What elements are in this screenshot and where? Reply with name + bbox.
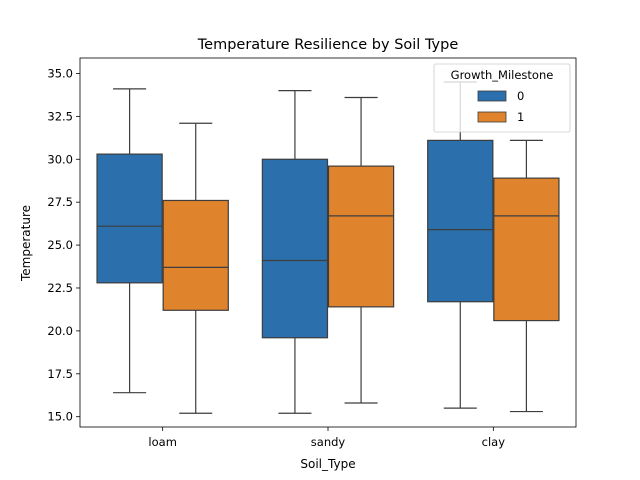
y-axis: 15.0 17.5 20.0 22.5 25.0 27.5 30.0 32.5 35.0 — [47, 66, 80, 424]
y-tick-label: 32.5 — [47, 109, 73, 123]
y-tick-label: 27.5 — [47, 195, 73, 209]
box-series-0-clay — [427, 81, 494, 409]
box-series-0-sandy — [261, 90, 329, 414]
box-iqr — [96, 153, 163, 284]
y-tick-label: 35.0 — [47, 66, 73, 80]
y-tick-label: 25.0 — [47, 238, 73, 252]
x-tick-label: sandy — [311, 435, 346, 449]
box-series-1-loam — [162, 122, 229, 414]
y-tick-label: 17.5 — [47, 367, 73, 381]
x-axis-label: Soil_Type — [300, 457, 355, 471]
box-iqr — [327, 165, 395, 308]
box-iqr — [162, 199, 229, 311]
box-series-1-clay — [493, 139, 560, 413]
legend-title: Growth_Milestone — [451, 68, 554, 82]
legend: Growth_Milestone 0 1 — [433, 63, 571, 133]
y-tick-label: 20.0 — [47, 324, 73, 338]
legend-label-1: 1 — [517, 110, 524, 124]
y-axis-label: Temperature — [19, 205, 33, 282]
box-iqr — [427, 139, 494, 303]
legend-swatch-0 — [477, 90, 507, 102]
legend-label-0: 0 — [517, 89, 524, 103]
plot-area — [96, 81, 560, 414]
box-iqr — [493, 177, 560, 322]
x-tick-label: clay — [482, 435, 506, 449]
box-iqr — [261, 158, 329, 339]
chart-title: Temperature Resilience by Soil Type — [197, 37, 459, 53]
y-tick-label: 22.5 — [47, 281, 73, 295]
box-series-1-sandy — [327, 96, 395, 404]
box-series-0-loam — [96, 88, 163, 394]
x-tick-label: loam — [148, 435, 176, 449]
y-tick-label: 15.0 — [47, 410, 73, 424]
legend-swatch-1 — [477, 111, 507, 123]
y-tick-label: 30.0 — [47, 152, 73, 166]
x-axis: loam sandy clay — [148, 427, 505, 449]
